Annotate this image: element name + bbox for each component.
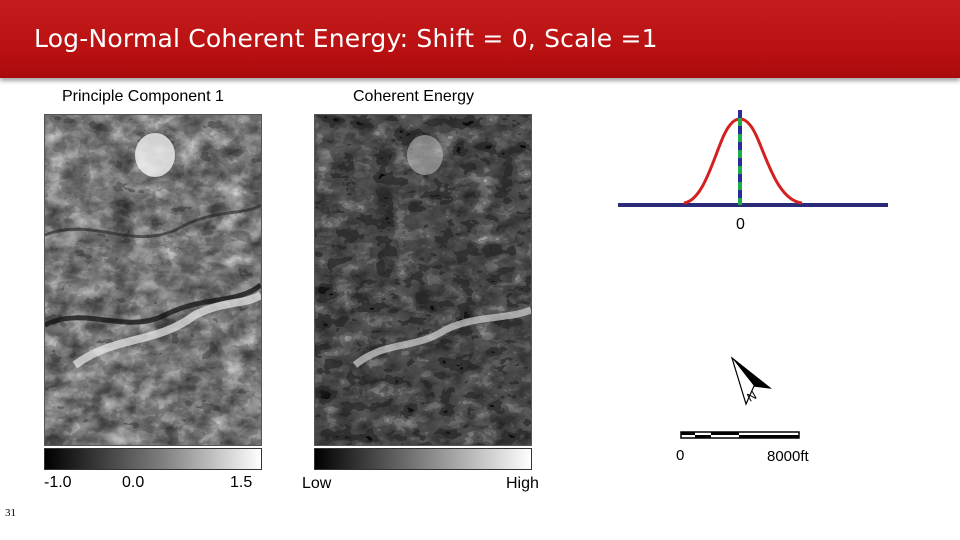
right-colorbar <box>314 448 532 470</box>
title-banner: Log-Normal Coherent Energy: Shift = 0, S… <box>0 0 960 78</box>
distribution-curve <box>683 117 803 205</box>
curve-center-label: 0 <box>736 216 745 233</box>
scale-end-label: 8000ft <box>767 448 809 465</box>
left-colorbar <box>44 448 262 470</box>
colorbar-label-mid: 0.0 <box>122 474 145 491</box>
colorbar-high-label: High <box>506 475 539 492</box>
scale-bar <box>680 431 800 439</box>
log-normal-curve-plot <box>618 110 888 207</box>
principal-component-image <box>44 114 262 446</box>
left-panel-title: Principle Component 1 <box>62 88 224 105</box>
colorbar-label-min: -1.0 <box>44 474 72 491</box>
right-panel-title: Coherent Energy <box>353 88 474 105</box>
slide-number: 31 <box>5 507 16 519</box>
slide-title: Log-Normal Coherent Energy: Shift = 0, S… <box>34 24 658 53</box>
north-arrow-icon: N <box>730 356 773 406</box>
colorbar-label-max: 1.5 <box>230 474 253 491</box>
coherent-energy-image <box>314 114 532 446</box>
colorbar-low-label: Low <box>302 475 332 492</box>
scale-start-label: 0 <box>676 447 685 464</box>
